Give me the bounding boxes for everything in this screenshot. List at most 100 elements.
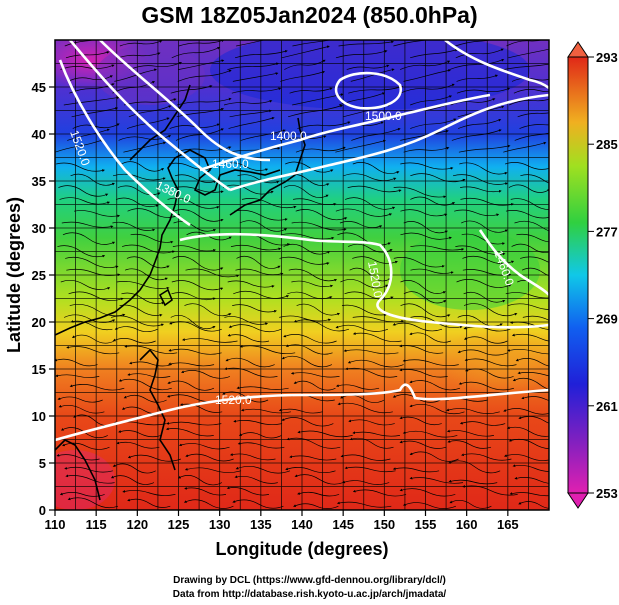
streamline [520,256,549,263]
streamline [232,72,279,82]
streamline [288,104,343,118]
streamline [293,503,339,510]
streamline [184,486,227,496]
streamline [224,367,278,378]
streamline [173,209,224,222]
streamline [57,245,106,258]
streamline [184,303,232,317]
streamline [292,40,333,47]
streamline [351,127,401,141]
streamline [175,146,232,153]
streamline [119,304,163,317]
streamline [410,268,454,275]
streamline [168,362,215,367]
streamline [68,75,113,82]
streamline [346,64,390,70]
streamline [409,476,464,484]
streamline [171,292,216,301]
streamline [458,144,511,153]
streamline [176,97,232,106]
streamline [410,173,466,183]
streamline [508,438,549,449]
streamline [446,408,500,414]
streamline [503,408,549,415]
streamline [130,233,174,244]
streamline [410,95,453,106]
y-tick-label: 20 [32,315,46,330]
y-tick-label: 15 [32,362,46,377]
streamline [169,123,220,129]
streamline [177,69,232,82]
streamline [447,440,492,449]
contour-label: 1500.0 [365,109,402,123]
streamline [335,50,388,59]
streamline [239,345,296,355]
streamline [514,220,549,232]
streamline [117,52,161,59]
streamline [519,124,549,129]
streamline [503,63,549,70]
streamline [124,268,168,281]
streamline [509,492,549,497]
streamline [116,441,160,449]
streamline [114,326,158,333]
streamline [295,208,348,221]
streamline [399,488,456,497]
streamline [232,304,277,313]
streamline [513,89,549,94]
asia-coastline [55,149,281,336]
contour-1400 [199,93,491,172]
streamline [462,484,518,496]
streamline [347,359,404,368]
streamline [110,475,155,485]
streamline [520,174,549,184]
streamline [225,162,269,172]
colorbar-tick-label: 277 [596,224,618,239]
contour-1520-west [58,59,191,227]
streamline [506,426,549,437]
streamline [456,279,512,288]
streamline [511,333,549,342]
streamline [293,380,336,391]
streamline [227,333,270,343]
streamline [65,474,115,484]
streamline [399,60,451,70]
streamline [124,344,178,354]
streamline [64,40,95,47]
streamline [409,380,461,391]
streamline [172,256,224,271]
streamline [240,129,286,141]
streamline [460,197,514,206]
streamline [289,455,337,461]
streamline [455,48,504,59]
streamline [348,419,395,426]
streamline [291,221,347,231]
streamline [178,59,225,70]
streamline [340,454,391,461]
streamline [127,498,171,508]
contour-1460 [229,93,549,192]
streamline [335,324,389,332]
streamline [238,432,282,439]
streamline [400,232,452,240]
streamline [345,367,398,378]
streamline [126,256,170,269]
streamline [166,421,222,426]
streamline [507,348,549,355]
streamline [286,437,341,449]
streamline [236,40,266,47]
contour-1520-south [55,383,549,442]
streamline [185,268,240,278]
streamline [347,185,402,193]
streamline [297,430,353,438]
streamline [70,320,113,331]
x-tick-label: 120 [126,517,148,532]
streamline [288,268,338,282]
contour-label: 1520.0 [215,393,252,407]
streamline [112,173,166,181]
y-tick-label: 5 [39,456,46,471]
streamline [514,132,549,141]
streamline [352,332,402,343]
streamline [283,243,331,255]
streamline [296,303,341,316]
